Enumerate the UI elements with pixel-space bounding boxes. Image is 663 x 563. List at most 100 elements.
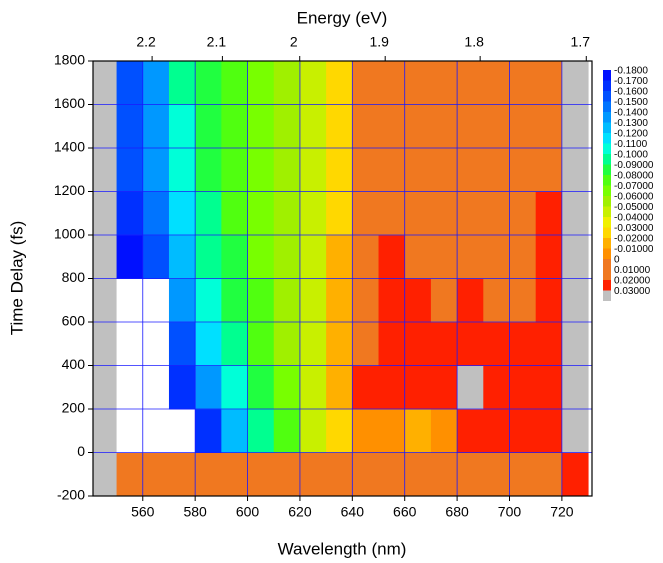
x2-tick-label: 2.1 <box>207 34 227 50</box>
heat-cell <box>561 452 589 496</box>
heat-cell <box>168 278 196 323</box>
heat-cell <box>168 235 196 279</box>
heat-cell <box>378 61 406 105</box>
heat-cell <box>116 61 144 105</box>
heat-cell <box>195 365 222 410</box>
colorbar-swatch <box>603 290 611 301</box>
colorbar-swatch <box>603 206 611 217</box>
heat-cell <box>93 409 118 453</box>
heat-cell <box>561 104 589 149</box>
heat-cell <box>535 365 563 410</box>
colorbar-swatch <box>603 112 611 123</box>
heat-cell <box>168 409 196 453</box>
y-tick-label: 1400 <box>54 139 85 155</box>
heat-cell <box>221 452 249 496</box>
x-tick-label: 680 <box>445 504 469 520</box>
heat-cell <box>430 61 458 105</box>
colorbar-label: -0.05000 <box>614 202 654 213</box>
heat-cell <box>326 278 353 323</box>
colorbar-label: -0.03000 <box>614 223 654 234</box>
heat-cell <box>168 104 196 149</box>
heat-cell <box>299 191 327 236</box>
heat-cell <box>326 365 353 410</box>
heat-cell <box>378 365 406 410</box>
colorbar-label: -0.07000 <box>614 181 654 192</box>
heat-cell <box>535 235 563 279</box>
heat-cell <box>457 148 484 192</box>
heat-cell <box>483 452 510 496</box>
heat-cell <box>273 322 301 366</box>
heat-cell <box>352 148 380 192</box>
heat-cell <box>430 278 458 323</box>
heat-cell <box>483 191 510 236</box>
colorbar-swatch <box>603 238 611 249</box>
colorbar-swatch <box>603 80 611 91</box>
heat-cell <box>509 409 537 453</box>
heat-cell <box>93 278 118 323</box>
heat-cell <box>509 148 537 192</box>
heat-cell <box>457 191 484 236</box>
heat-cell <box>483 235 510 279</box>
heat-cell <box>326 235 353 279</box>
heat-cell <box>247 235 275 279</box>
heat-cell <box>404 365 432 410</box>
heat-cell <box>352 365 380 410</box>
colorbar-label: -0.02000 <box>614 234 654 245</box>
heat-cell <box>378 235 406 279</box>
heat-cell <box>247 409 275 453</box>
heat-cell <box>142 452 170 496</box>
colorbar-swatch <box>603 259 611 270</box>
heat-cell <box>378 191 406 236</box>
heat-cell <box>535 409 563 453</box>
colorbar-label: -0.1000 <box>614 150 648 161</box>
heat-cell <box>404 104 432 149</box>
heat-cell <box>142 61 170 105</box>
colorbar-label: -0.09000 <box>614 160 654 171</box>
heat-cell <box>168 148 196 192</box>
colorbar-swatch <box>603 143 611 154</box>
colorbar-swatch <box>603 185 611 196</box>
colorbar-swatch <box>603 164 611 175</box>
heat-cell <box>168 365 196 410</box>
heat-cell <box>142 148 170 192</box>
colorbar-label: -0.1800 <box>614 66 648 77</box>
heat-cell <box>273 235 301 279</box>
heat-cell <box>93 104 118 149</box>
heat-cell <box>116 148 144 192</box>
heat-cell <box>457 235 484 279</box>
heatmap <box>93 61 589 496</box>
heat-cell <box>352 409 380 453</box>
heat-cell <box>221 278 249 323</box>
heat-cell <box>430 452 458 496</box>
heat-cell <box>299 409 327 453</box>
heat-cell <box>509 235 537 279</box>
heat-cell <box>116 365 144 410</box>
colorbar-swatch <box>603 269 611 280</box>
heat-cell <box>168 322 196 366</box>
heat-cell <box>509 452 537 496</box>
heat-cell <box>509 322 537 366</box>
heat-cell <box>509 365 537 410</box>
heat-cell <box>535 148 563 192</box>
heat-cell <box>430 322 458 366</box>
heat-cell <box>168 452 196 496</box>
heat-cell <box>378 148 406 192</box>
heat-cell <box>93 322 118 366</box>
heat-cell <box>509 61 537 105</box>
heat-cell <box>404 278 432 323</box>
heat-cell <box>221 104 249 149</box>
heat-cell <box>221 148 249 192</box>
colorbar-swatch <box>603 196 611 207</box>
x2-tick-label: 1.9 <box>369 34 389 50</box>
heat-cell <box>483 322 510 366</box>
heat-cell <box>116 191 144 236</box>
colorbar-label: 0 <box>614 255 620 266</box>
heat-cell <box>483 148 510 192</box>
heat-cell <box>326 148 353 192</box>
colorbar-swatch <box>603 280 611 291</box>
y-tick-label: 200 <box>62 400 86 416</box>
heat-cell <box>116 278 144 323</box>
heat-cell <box>195 452 222 496</box>
heat-cell <box>195 278 222 323</box>
colorbar-swatch <box>603 175 611 186</box>
